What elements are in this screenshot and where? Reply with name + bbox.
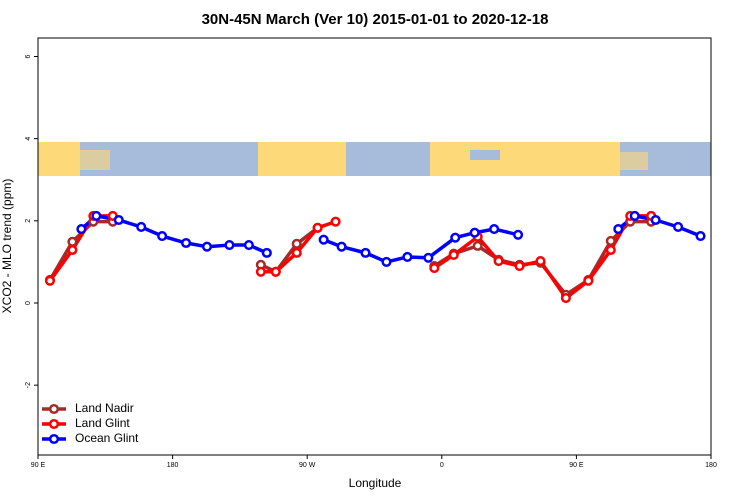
point <box>67 244 78 256</box>
point <box>243 240 254 251</box>
point <box>291 238 302 249</box>
point <box>67 236 78 247</box>
point <box>255 266 266 277</box>
point <box>605 244 616 256</box>
y-tick-label: -2 <box>25 382 32 388</box>
x-tick-label: 90 E <box>31 462 46 469</box>
point <box>261 247 272 258</box>
point <box>450 232 461 243</box>
y-tick-label: 2 <box>25 219 32 223</box>
legend-marker <box>48 403 60 415</box>
point <box>513 229 524 240</box>
x-axis-label: Longitude <box>349 476 402 490</box>
point <box>318 234 329 245</box>
point <box>629 210 640 221</box>
x-tick-label: 0 <box>440 462 444 469</box>
point <box>136 221 147 233</box>
point <box>360 247 371 258</box>
map-band <box>38 142 711 176</box>
point <box>113 214 124 226</box>
point <box>469 227 480 238</box>
point <box>613 223 624 235</box>
x-tick-label: 180 <box>167 462 179 469</box>
x-tick-label: 90 W <box>299 462 316 469</box>
point <box>330 216 341 227</box>
y-tick-label: 6 <box>25 54 32 58</box>
point <box>312 222 323 233</box>
point <box>291 247 302 258</box>
point <box>181 237 192 249</box>
plot-frame <box>37 37 712 456</box>
point <box>402 251 413 263</box>
series-line <box>48 219 652 297</box>
y-axis-label: XCO2 - MLO trend (ppm) <box>0 179 14 314</box>
y-tick-label: 0 <box>25 301 32 305</box>
point <box>336 241 347 252</box>
legend-label: Land Nadir <box>75 401 134 415</box>
point <box>448 249 459 260</box>
point <box>489 223 500 235</box>
point <box>472 240 483 251</box>
point <box>76 223 87 235</box>
chart-title: 30N-45N March (Ver 10) 2015-01-01 to 202… <box>202 11 549 28</box>
point <box>224 240 235 251</box>
point <box>514 260 525 272</box>
legend-marker <box>48 418 60 430</box>
point <box>560 293 571 304</box>
legend-label: Ocean Glint <box>75 431 139 445</box>
point <box>157 230 168 242</box>
point <box>605 235 616 247</box>
point <box>583 275 594 286</box>
point <box>91 210 102 221</box>
point <box>44 275 56 286</box>
point <box>493 256 504 267</box>
legend-label: Land Glint <box>75 416 130 430</box>
legend-marker <box>48 433 60 445</box>
point <box>673 221 684 233</box>
point <box>270 266 281 277</box>
point <box>381 256 392 267</box>
point <box>423 252 434 263</box>
point <box>650 214 661 226</box>
point <box>535 256 546 267</box>
point <box>695 230 706 242</box>
x-tick-label: 90 E <box>569 462 584 469</box>
point <box>429 263 440 274</box>
x-tick-label: 180 <box>705 462 717 469</box>
y-tick-label: 4 <box>25 137 32 141</box>
point <box>201 241 213 252</box>
